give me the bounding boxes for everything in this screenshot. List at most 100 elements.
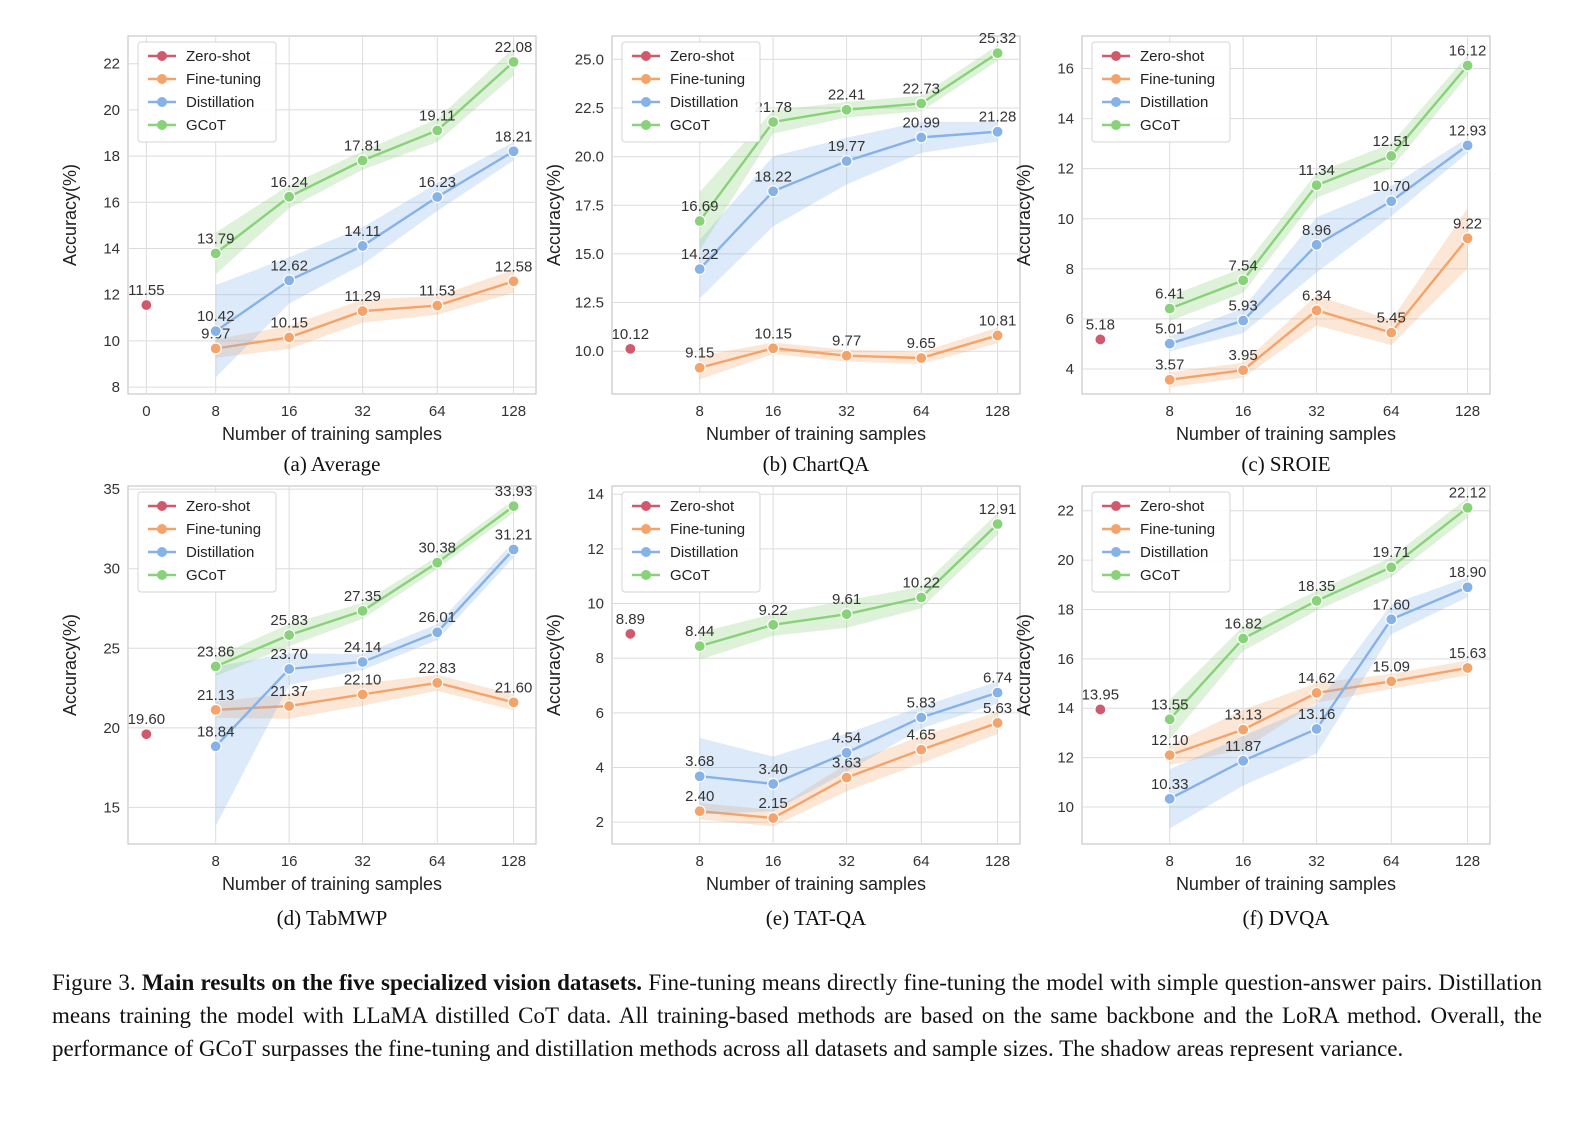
legend-label-distillation: Distillation	[186, 544, 254, 561]
legend-marker-fine_tuning	[1111, 524, 1121, 534]
data-point-gcot	[1163, 713, 1176, 726]
data-point-distillation	[840, 155, 853, 168]
y-tick-label: 12	[1057, 750, 1074, 767]
x-axis-label: Number of training samples	[222, 874, 442, 894]
data-label-fine_tuning: 3.95	[1229, 347, 1258, 364]
figure-caption-title: Main results on the five specialized vis…	[141, 970, 643, 995]
subfigure-caption: (e) TAT-QA	[765, 906, 867, 930]
data-label-distillation: 23.70	[270, 646, 308, 663]
data-label-gcot: 18.35	[1298, 578, 1336, 595]
x-tick-label: 8	[696, 403, 704, 420]
data-label-distillation: 3.40	[759, 761, 788, 778]
legend-marker-distillation	[1111, 547, 1121, 557]
data-point-distillation	[431, 626, 444, 639]
data-point-fine_tuning	[1461, 661, 1474, 675]
y-axis-label: Accuracy(%)	[60, 164, 80, 266]
data-label-distillation: 13.16	[1298, 706, 1336, 723]
data-point-distillation	[1385, 613, 1398, 626]
data-point-gcot	[1385, 149, 1398, 163]
data-label-distillation: 14.11	[344, 223, 380, 240]
data-label-fine_tuning: 3.63	[832, 755, 861, 772]
data-point-distillation	[1310, 238, 1323, 251]
legend-label-gcot: GCoT	[1140, 567, 1180, 584]
data-point-gcot	[767, 618, 780, 631]
legend-marker-gcot	[157, 570, 167, 580]
data-point-distillation	[1310, 722, 1323, 736]
data-point-gcot	[991, 47, 1004, 60]
legend-marker-fine_tuning	[641, 524, 651, 534]
data-point-gcot	[693, 214, 706, 228]
x-tick-label: 16	[765, 403, 782, 420]
data-label-fine_tuning: 22.10	[344, 671, 382, 688]
legend-marker-zero_shot	[157, 51, 167, 61]
data-label-distillation: 11.87	[1225, 738, 1261, 755]
data-point-gcot	[356, 604, 369, 618]
legend-marker-zero_shot	[1111, 501, 1121, 511]
data-label-gcot: 19.71	[1372, 544, 1410, 561]
y-tick-label: 17.5	[575, 197, 604, 214]
y-tick-label: 12	[587, 541, 604, 558]
data-label-distillation: 4.54	[832, 730, 861, 747]
x-tick-label: 16	[1235, 403, 1252, 420]
data-label-fine_tuning: 21.60	[495, 679, 533, 696]
legend-marker-gcot	[1111, 120, 1121, 130]
data-point-distillation	[693, 770, 706, 783]
data-label-gcot: 22.73	[902, 81, 940, 98]
variance-band-distillation	[699, 121, 998, 299]
data-point-distillation	[356, 655, 369, 669]
legend-label-gcot: GCoT	[186, 117, 226, 134]
data-label-fine_tuning: 12.58	[495, 258, 533, 275]
data-point-fine_tuning	[1461, 232, 1474, 245]
data-label-gcot: 22.12	[1449, 485, 1487, 502]
figure-caption: Figure 3. Main results on the five speci…	[52, 966, 1542, 1065]
data-point-gcot	[767, 115, 780, 129]
data-label-fine_tuning: 6.34	[1302, 287, 1331, 304]
chart-panel-6: 10 12 14 16 18 20 22 8 16 32 64 128 Number of traini…	[1014, 485, 1491, 894]
x-tick-label: 32	[838, 403, 855, 420]
data-point-distillation	[356, 239, 369, 253]
data-point-fine_tuning	[431, 299, 444, 312]
data-label-distillation: 26.01	[418, 609, 456, 626]
legend-marker-gcot	[157, 120, 167, 130]
legend-label-distillation: Distillation	[1140, 94, 1208, 111]
data-point-zero-shot	[1094, 703, 1107, 716]
legend-marker-zero_shot	[641, 51, 651, 61]
data-point-gcot	[1461, 59, 1474, 72]
legend: Zero-shot Fine-tuning Distillation GCoT	[1091, 491, 1231, 593]
data-point-fine_tuning	[991, 716, 1004, 730]
x-axis-label: Number of training samples	[1176, 424, 1396, 444]
data-point-distillation	[915, 711, 928, 724]
data-label-fine_tuning: 2.15	[759, 795, 788, 812]
data-point-distillation	[767, 185, 780, 198]
legend-label-gcot: GCoT	[1140, 117, 1180, 134]
variance-band-gcot	[1169, 497, 1468, 740]
data-label-gcot: 25.83	[270, 612, 308, 629]
data-label-distillation: 17.60	[1372, 596, 1410, 613]
x-tick-label: 128	[501, 403, 526, 420]
variance-band-gcot	[699, 45, 998, 251]
x-tick-label: 8	[212, 853, 220, 870]
chart-panel-2: 10.0 12.5 15.0 17.5 20.0 22.5 25.0 8 16 32 64 128 Nu…	[544, 30, 1021, 444]
data-label-gcot: 33.93	[495, 483, 533, 500]
data-point-gcot	[840, 608, 853, 621]
data-label-distillation: 18.22	[754, 168, 792, 185]
figure-caption-body: Fine-tuning means directly fine-tuning t…	[52, 970, 1542, 1061]
y-tick-label: 14	[587, 486, 604, 503]
data-label-fine_tuning: 5.45	[1377, 310, 1406, 327]
data-point-distillation	[283, 274, 296, 287]
y-tick-label: 4	[596, 759, 604, 776]
data-point-gcot	[507, 55, 520, 68]
x-tick-label: 32	[354, 403, 371, 420]
y-tick-label: 16	[1057, 61, 1074, 78]
data-label-distillation: 18.21	[495, 128, 533, 145]
y-tick-label: 10.0	[575, 343, 604, 360]
legend-label-fine_tuning: Fine-tuning	[670, 71, 745, 88]
data-point-zero-shot	[624, 342, 637, 355]
data-label-fine_tuning: 9.15	[685, 345, 714, 362]
legend: Zero-shot Fine-tuning Distillation GCoT	[137, 41, 277, 143]
chart-panel-5: 2 4 6 8 10 12 14 8 16 32 64 128 Number of training s…	[544, 485, 1021, 894]
data-label-gcot: 22.08	[495, 39, 533, 56]
data-label-gcot: 6.41	[1155, 286, 1184, 303]
y-tick-label: 14	[103, 240, 120, 257]
x-tick-label: 32	[1308, 403, 1325, 420]
